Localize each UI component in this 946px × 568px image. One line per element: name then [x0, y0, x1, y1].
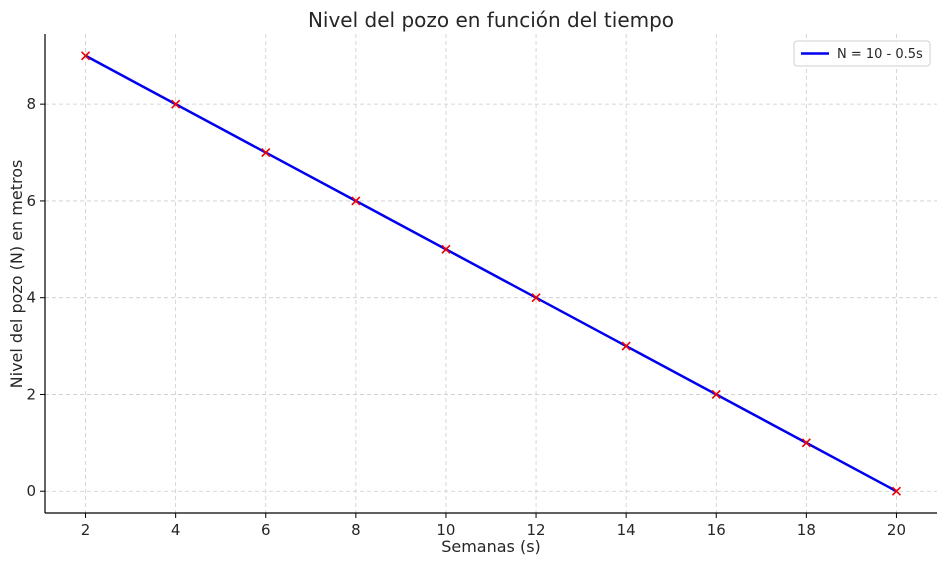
- tick-labels: 2 4 6 8 10 12 14 16 18 20 0 2 4 6 8: [26, 95, 906, 539]
- grid: [45, 34, 937, 513]
- marker-stroke: [801, 438, 811, 448]
- x-tick-label: 4: [171, 521, 181, 539]
- legend-box: [793, 40, 931, 67]
- marker-stroke: [351, 196, 361, 206]
- marker-stroke: [621, 341, 631, 351]
- x-tick-label: 12: [527, 521, 546, 539]
- y-tick-label: 4: [26, 289, 36, 307]
- marker-stroke: [891, 486, 902, 496]
- data-point-marker: [711, 389, 721, 400]
- data-point-marker: [351, 196, 361, 206]
- x-tick-label: 10: [436, 521, 455, 539]
- y-tick-label: 8: [26, 95, 36, 113]
- data-point-marker: [531, 293, 541, 303]
- marker-stroke: [80, 51, 91, 61]
- y-tick-label: 2: [26, 385, 36, 403]
- x-axis-label: Semanas (s): [441, 537, 541, 556]
- data-point-marker: [261, 147, 271, 158]
- legend-entry-label: N = 10 - 0.5s: [837, 47, 923, 62]
- chart-title: Nivel del pozo en función del tiempo: [308, 8, 674, 32]
- axes: [44, 34, 937, 514]
- marker-stroke: [711, 389, 721, 400]
- marker-stroke: [261, 147, 271, 158]
- data-markers: [80, 51, 902, 496]
- series: [84, 54, 898, 493]
- x-tick-label: 6: [261, 521, 271, 539]
- x-tick-label: 2: [81, 521, 91, 539]
- marker-stroke: [531, 293, 541, 303]
- marker-stroke: [171, 99, 181, 109]
- data-point-marker: [801, 438, 811, 448]
- x-tick-label: 16: [707, 521, 726, 539]
- series-line: [84, 54, 898, 493]
- data-point-marker: [891, 486, 902, 496]
- legend: N = 10 - 0.5s: [793, 40, 931, 67]
- x-tick-label: 14: [617, 521, 636, 539]
- x-tick-label: 18: [797, 521, 816, 539]
- data-point-marker: [621, 341, 631, 351]
- data-point-marker: [441, 244, 451, 254]
- x-tick-label: 8: [351, 521, 361, 539]
- data-point-marker: [171, 99, 181, 109]
- x-tick-label: 20: [887, 521, 906, 539]
- marker-stroke: [441, 244, 451, 254]
- y-axis-label: Nivel del pozo (N) en metros: [7, 160, 26, 389]
- y-tick-label: 0: [26, 482, 36, 500]
- data-point-marker: [80, 51, 91, 61]
- y-tick-label: 6: [26, 192, 36, 210]
